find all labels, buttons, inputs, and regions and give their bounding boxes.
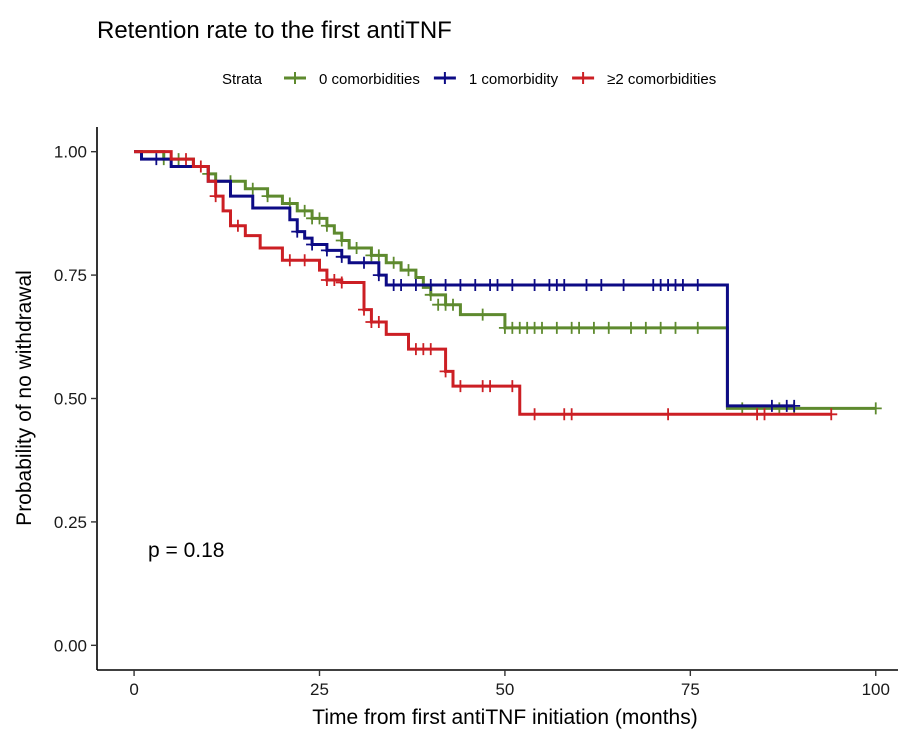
censor-mark — [335, 276, 348, 289]
censor-mark — [372, 249, 385, 262]
censor-mark — [625, 321, 637, 334]
censor-mark — [454, 278, 467, 291]
censor-mark — [291, 225, 304, 238]
p-value-annotation: p = 0.18 — [148, 539, 224, 562]
censor-mark — [447, 298, 459, 311]
censor-mark — [476, 308, 489, 321]
chart-title: Retention rate to the first antiTNF — [97, 17, 452, 44]
censor-mark — [283, 254, 296, 267]
censor-mark — [402, 264, 415, 277]
y-tick-label: 0.25 — [54, 513, 87, 532]
censor-mark — [573, 321, 586, 334]
censor-mark — [358, 256, 370, 269]
censor-mark — [350, 241, 363, 254]
censor-mark — [439, 278, 452, 291]
censor-mark — [194, 160, 207, 173]
censor-mark — [335, 250, 348, 263]
censor-mark — [484, 380, 497, 393]
axes: 0 25 50 75 100 0.00 0.25 0.50 0.75 1.00 — [54, 127, 898, 699]
censor-mark — [736, 402, 749, 415]
censor-mark — [320, 219, 333, 232]
censor-mark — [298, 254, 311, 267]
censor-mark — [506, 380, 519, 393]
censor-mark — [587, 321, 600, 334]
plot-area — [134, 150, 882, 421]
censor-mark — [439, 365, 452, 378]
y-tick-label: 1.00 — [54, 143, 87, 162]
censor-mark — [424, 343, 437, 356]
censor-mark — [825, 408, 838, 421]
censor-mark — [469, 278, 482, 291]
censor-mark — [788, 399, 801, 412]
censor-mark — [209, 190, 222, 203]
censor-mark — [528, 278, 541, 291]
censor-mark — [454, 380, 467, 393]
censor-mark — [528, 408, 541, 421]
censor-mark — [298, 204, 311, 217]
censor-mark — [691, 321, 704, 334]
y-tick-label: 0.50 — [54, 390, 87, 409]
series-line-1 — [134, 150, 795, 408]
censor-mark — [691, 278, 704, 291]
censor-mark — [669, 321, 682, 334]
censor-mark — [558, 278, 571, 291]
censor-mark — [765, 399, 778, 412]
censor-mark — [320, 244, 333, 257]
censor-mark — [565, 408, 578, 421]
censor-mark — [595, 278, 608, 291]
censor-mark — [639, 321, 652, 334]
x-tick-label: 50 — [495, 680, 514, 699]
censor-mark — [395, 278, 408, 291]
y-tick-label: 0.00 — [54, 636, 87, 655]
censor-mark — [617, 278, 630, 291]
censor-mark — [773, 402, 786, 415]
censor-mark — [424, 278, 437, 291]
censor-mark — [409, 278, 422, 291]
censor-mark — [602, 321, 615, 334]
x-tick-label: 100 — [862, 680, 890, 699]
censor-mark — [231, 219, 244, 232]
y-axis-title: Probability of no withdrawal — [13, 270, 36, 526]
censor-mark — [869, 402, 882, 415]
censor-mark — [654, 321, 667, 334]
censor-mark — [580, 278, 593, 291]
censor-mark — [536, 321, 548, 334]
y-tick-label: 0.75 — [54, 266, 87, 285]
series-line-0 — [134, 150, 876, 410]
censor-mark — [662, 408, 675, 421]
censor-mark — [491, 278, 504, 291]
censor-mark — [180, 153, 192, 166]
legend: Strata 0 comorbidities 1 comorbidity ≥2 co… — [222, 71, 716, 88]
censor-mark — [358, 303, 370, 316]
censor-mark — [550, 321, 563, 334]
censor-mark — [328, 274, 341, 287]
censor-mark — [313, 212, 326, 225]
censor-mark — [261, 190, 274, 203]
legend-label: ≥2 comorbidities — [607, 71, 716, 88]
censor-mark — [372, 315, 385, 328]
legend-title: Strata — [222, 71, 263, 88]
x-tick-label: 25 — [310, 680, 329, 699]
censor-mark — [676, 278, 689, 291]
legend-label: 1 comorbidity — [469, 71, 559, 88]
censor-mark — [758, 408, 771, 421]
censor-mark — [150, 153, 163, 166]
censor-mark — [506, 278, 519, 291]
x-tick-label: 75 — [681, 680, 700, 699]
censor-mark — [372, 269, 385, 282]
censor-mark — [306, 238, 319, 251]
censor-mark — [387, 256, 400, 269]
censor-mark — [246, 182, 259, 195]
x-axis-title: Time from first antiTNF initiation (mont… — [312, 706, 697, 729]
legend-label: 0 comorbidities — [319, 71, 420, 88]
x-tick-label: 0 — [129, 680, 138, 699]
censor-mark — [335, 234, 348, 247]
